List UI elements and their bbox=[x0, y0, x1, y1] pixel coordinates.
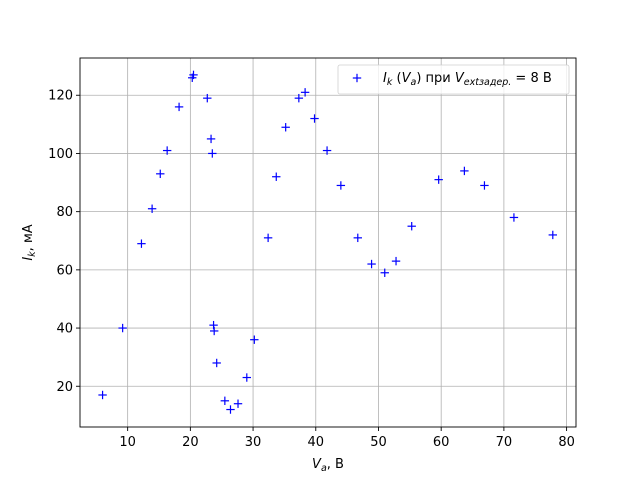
data-point bbox=[250, 335, 259, 344]
data-point bbox=[226, 405, 235, 414]
plot-frame bbox=[79, 57, 577, 428]
y-tick-label: 60 bbox=[56, 263, 73, 278]
data-point bbox=[209, 326, 219, 336]
data-point bbox=[434, 175, 443, 184]
data-point bbox=[189, 70, 198, 80]
data-point bbox=[118, 323, 127, 333]
data-point bbox=[156, 169, 165, 179]
data-point bbox=[367, 259, 376, 269]
y-tick-label: 80 bbox=[56, 205, 73, 220]
data-point bbox=[460, 166, 469, 176]
data-point bbox=[209, 320, 218, 330]
x-tick-label: 70 bbox=[496, 435, 513, 450]
y-tick-label: 120 bbox=[48, 89, 73, 104]
data-point bbox=[310, 114, 319, 123]
x-tick-label: 50 bbox=[370, 435, 387, 450]
data-point bbox=[300, 88, 310, 97]
data-point bbox=[233, 399, 243, 408]
data-point bbox=[272, 172, 281, 181]
data-point bbox=[281, 123, 290, 132]
data-point bbox=[353, 233, 362, 243]
data-point bbox=[336, 181, 346, 190]
data-point bbox=[206, 134, 216, 144]
x-axis-label: Va​, В bbox=[312, 457, 344, 474]
data-point bbox=[407, 222, 416, 231]
x-tick-label: 20 bbox=[182, 435, 199, 450]
legend-label: Ik​ (Va​) при Vextзадер.​ = 8 В bbox=[383, 71, 552, 88]
data-point bbox=[391, 256, 401, 266]
legend: Ik​ (Va​) при Vextзадер.​ = 8 В bbox=[337, 64, 570, 95]
data-point bbox=[480, 181, 489, 190]
x-tick-label: 40 bbox=[307, 435, 324, 450]
data-point bbox=[208, 149, 217, 158]
axis-ticks: 10 20 30 40 50 60 70 80 20 40 60 80 100 120 bbox=[48, 89, 575, 450]
data-point bbox=[147, 204, 157, 213]
data-point bbox=[220, 396, 230, 406]
data-point bbox=[203, 93, 212, 103]
x-tick-label: 10 bbox=[119, 435, 136, 450]
grid-lines bbox=[80, 58, 576, 427]
data-point bbox=[322, 146, 332, 155]
data-point bbox=[548, 230, 557, 240]
x-tick-label: 60 bbox=[433, 435, 450, 450]
data-point bbox=[162, 146, 172, 155]
y-tick-label: 20 bbox=[56, 380, 73, 395]
data-points bbox=[98, 70, 557, 414]
legend-marker bbox=[352, 73, 362, 83]
data-point bbox=[263, 233, 273, 243]
data-point bbox=[98, 390, 107, 400]
x-tick-label: 30 bbox=[245, 435, 262, 450]
y-tick-label: 40 bbox=[56, 322, 73, 337]
data-point bbox=[242, 373, 251, 382]
legend-box bbox=[337, 64, 570, 95]
data-point bbox=[294, 93, 304, 103]
y-axis-label: Ik​, мА bbox=[21, 224, 38, 260]
data-point bbox=[174, 102, 184, 112]
x-tick-label: 80 bbox=[558, 435, 575, 450]
y-tick-label: 100 bbox=[48, 147, 73, 162]
data-point bbox=[380, 268, 389, 277]
data-point bbox=[212, 358, 221, 368]
data-point bbox=[137, 239, 146, 248]
data-point bbox=[509, 213, 519, 222]
